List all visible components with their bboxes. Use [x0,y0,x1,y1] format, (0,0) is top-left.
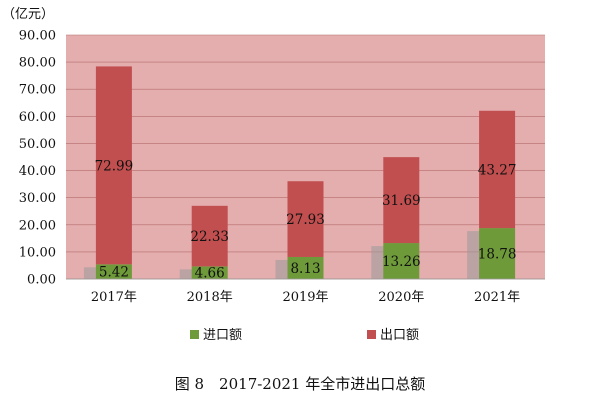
data-label-imports: 13.26 [382,254,421,270]
bar-exports [383,157,420,244]
bar-shadow [467,231,482,279]
bars [95,66,516,279]
y-tick-label: 90.00 [19,29,56,44]
bar-exports [191,205,228,267]
x-axis: 2017年 2018年 2019年 2020年 2021年 [66,278,545,305]
y-tick-label: 40.00 [19,164,56,179]
x-tick-label: 2020年 [378,290,424,305]
legend-label-exports: 出口额 [380,328,419,343]
y-tick-label: 80.00 [19,56,56,71]
data-label-exports: 27.93 [286,212,325,228]
data-labels: 5.42 72.99 4.66 22.33 8.13 27.93 13.26 31.69 18.… [95,158,517,281]
data-label-imports: 18.78 [478,247,517,263]
data-label-exports: 31.69 [382,193,421,209]
bar-shadow [275,259,290,279]
y-tick-label: 70.00 [19,83,56,98]
y-tick-label: 50.00 [19,137,56,152]
figure-caption: 图 8 2017-2021 年全市进出口总额 [175,375,426,393]
data-label-imports: 5.42 [99,265,129,281]
x-tick-label: 2021年 [474,290,520,305]
y-tick-label: 30.00 [19,191,56,206]
bar-shadow [179,269,194,279]
legend-swatch-imports [190,330,199,339]
bar-imports [287,256,324,279]
bar-imports [383,243,420,279]
bar-exports [287,181,324,257]
data-label-imports: 4.66 [195,266,225,282]
y-tick-label: 20.00 [19,218,56,233]
legend-swatch-exports [367,330,376,339]
bar-shadows [83,231,482,279]
bar-shadow [371,246,386,279]
bar-shadow [83,267,98,279]
bar-imports [95,264,132,279]
y-tick-label: 60.00 [19,110,56,125]
y-tick-label: 10.00 [19,245,56,260]
y-tick-label: 0.00 [27,273,56,288]
x-tick-label: 2017年 [91,290,137,305]
x-tick-label: 2019年 [282,290,328,305]
data-label-exports: 43.27 [478,162,517,178]
data-label-exports: 22.33 [190,229,229,245]
y-axis-unit-label: （亿元） [2,7,54,22]
y-axis: 0.00 10.00 20.00 30.00 40.00 50.00 60.00 70.00 8… [19,29,56,288]
bar-exports [479,110,516,229]
bar-exports [95,66,132,265]
data-label-imports: 8.13 [290,261,320,277]
bar-imports [479,228,516,279]
legend-label-imports: 进口额 [203,328,242,343]
x-tick-label: 2018年 [187,290,233,305]
legend: 进口额 出口额 [190,328,419,343]
data-label-exports: 72.99 [95,158,134,174]
bar-imports [191,266,228,279]
